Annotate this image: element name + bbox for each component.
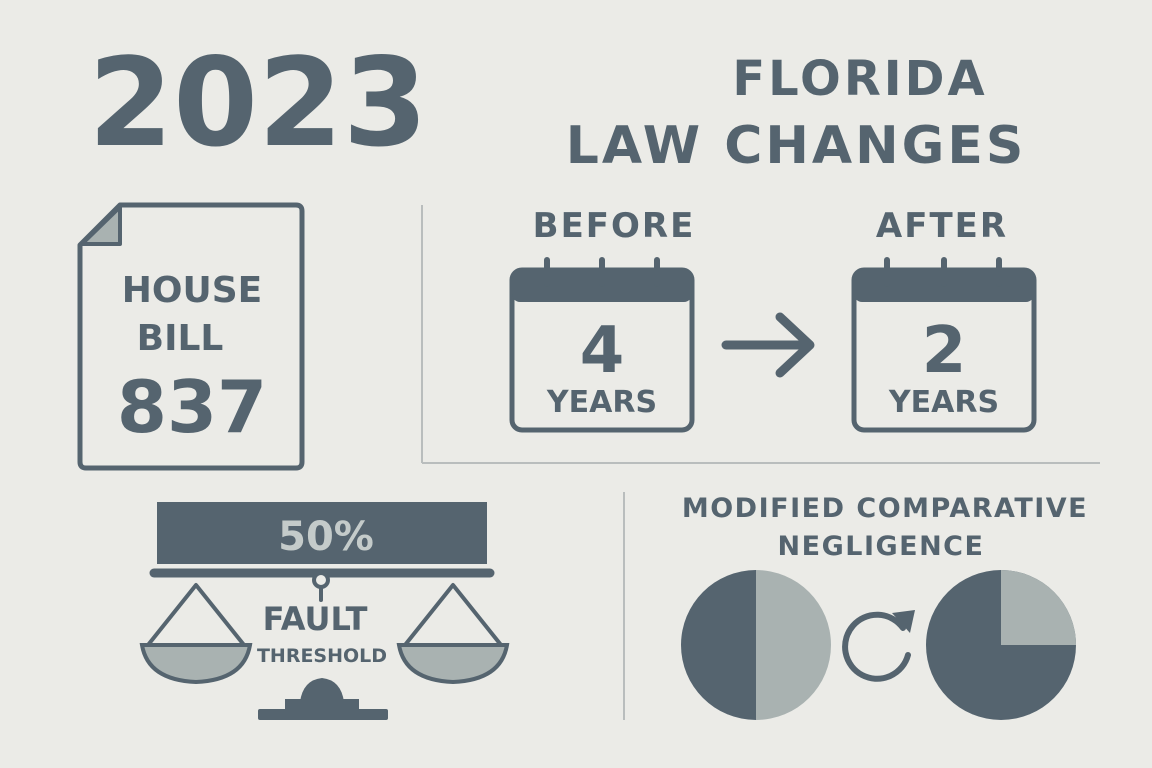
after-label: AFTER	[876, 206, 1008, 246]
fault-line: FAULT	[263, 600, 368, 638]
pie-slice	[1001, 570, 1076, 645]
scale-pan	[139, 643, 253, 685]
pie-icon	[681, 570, 831, 720]
negligence-line: MODIFIED COMPARATIVE	[682, 493, 1088, 524]
negligence-line: NEGLIGENCE	[778, 531, 985, 562]
calendar-icon	[509, 257, 695, 433]
pie-slice	[756, 570, 831, 720]
bill-number: 837	[117, 365, 267, 449]
title-line: FLORIDA	[732, 51, 987, 107]
before-label: BEFORE	[533, 206, 696, 246]
document-icon	[77, 202, 305, 471]
scale-string	[403, 583, 503, 647]
scale-base	[258, 709, 388, 720]
pie-slice	[681, 570, 756, 720]
arrow-icon	[721, 312, 815, 378]
before-number: 4	[580, 314, 625, 388]
calendar-icon	[851, 257, 1037, 433]
percent-banner	[157, 502, 487, 564]
pie-icon	[926, 570, 1076, 720]
before-unit: YEARS	[546, 385, 657, 420]
after-unit: YEARS	[888, 385, 999, 420]
scale-base	[285, 699, 359, 709]
scale-pivot	[312, 571, 330, 589]
cycle-head	[892, 610, 915, 633]
cycle-icon	[842, 610, 915, 682]
scale-pan	[396, 643, 510, 685]
arrow-head	[775, 312, 815, 378]
scale-dome	[300, 678, 344, 702]
scale-right	[403, 583, 503, 647]
title-line: LAW CHANGES	[566, 116, 1027, 176]
fault-percent: 50%	[278, 514, 374, 560]
bill-line: HOUSE	[122, 270, 262, 311]
scale-string	[146, 583, 246, 647]
scale-left	[146, 583, 246, 647]
bill-line: BILL	[137, 318, 224, 359]
after-number: 2	[922, 314, 967, 388]
cycle-arc	[842, 611, 911, 682]
fault-line: THRESHOLD	[257, 645, 387, 667]
document-fold	[80, 205, 122, 246]
year: 2023	[88, 32, 428, 174]
